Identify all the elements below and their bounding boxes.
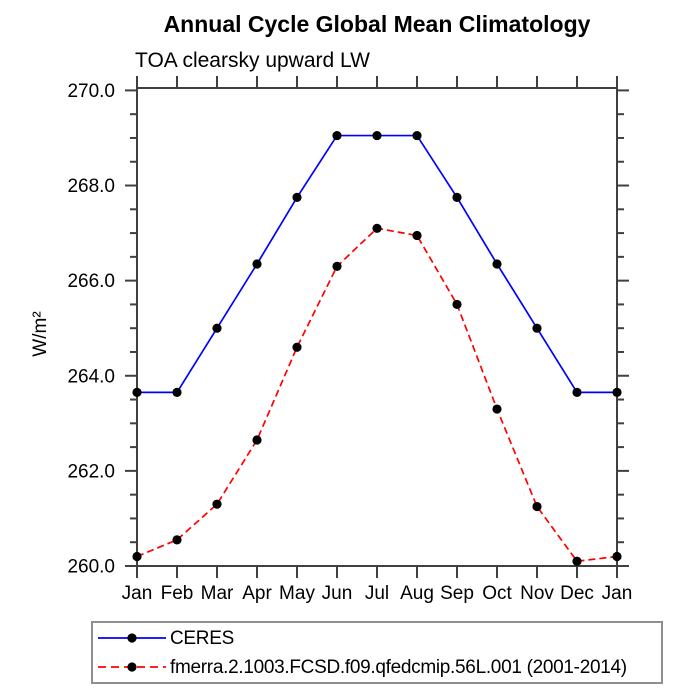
legend-label-ceres: CERES: [170, 627, 234, 649]
legend-line-sample-fmerra: [98, 662, 166, 672]
ceres-marker: [212, 323, 222, 333]
ceres-marker: [372, 130, 382, 141]
legend-line-sample-ceres: [98, 633, 166, 643]
chart-subtitle: TOA clearsky upward LW: [135, 49, 370, 72]
ceres-marker: [572, 387, 582, 398]
fmerra-marker: [132, 551, 142, 562]
y-tick-label: 262.0: [67, 461, 115, 482]
ceres-marker: [172, 387, 182, 398]
chart-title: Annual Cycle Global Mean Climatology: [163, 11, 591, 37]
y-tick-label: 260.0: [67, 557, 115, 578]
fmerra-marker: [612, 551, 622, 562]
x-tick-label: Nov: [520, 583, 554, 604]
fmerra-marker: [172, 535, 182, 545]
legend: CERES fmerra.2.1003.FCSD.f09.qfedcmip.56…: [91, 621, 663, 684]
legend-marker-fmerra-icon: [127, 662, 137, 672]
fmerra-marker: [452, 299, 462, 310]
ceres-marker: [292, 192, 302, 203]
legend-item-fmerra: fmerra.2.1003.FCSD.f09.qfedcmip.56L.001 …: [97, 653, 661, 682]
legend-item-ceres: CERES: [97, 624, 661, 653]
fmerra-marker: [252, 435, 262, 445]
ceres-marker: [252, 259, 262, 269]
legend-label-fmerra: fmerra.2.1003.FCSD.f09.qfedcmip.56L.001 …: [170, 656, 627, 678]
legend-marker-ceres-icon: [127, 633, 137, 643]
fmerra-line: [136, 227, 618, 563]
fmerra-marker: [332, 261, 342, 271]
fmerra-marker: [212, 499, 222, 509]
ceres-line: [137, 134, 617, 394]
x-tick-label: Jan: [122, 583, 153, 604]
y-tick-label: 268.0: [67, 176, 115, 197]
x-tick-label: Jul: [365, 583, 389, 604]
fmerra-marker: [492, 404, 502, 414]
fmerra-marker: [292, 342, 302, 352]
y-tick-label: 270.0: [67, 81, 115, 102]
x-tick-label: Aug: [400, 583, 434, 604]
plot-frame: [136, 87, 618, 567]
y-tick-label: 264.0: [67, 366, 115, 387]
x-tick-label: Jan: [602, 583, 633, 604]
plot-area: Jan Feb Mar Apr May Jun Jul Aug Sep Oct Nov Dec Jan 2…: [30, 76, 633, 604]
fmerra-marker: [532, 501, 542, 512]
x-tick-label: May: [279, 583, 315, 604]
ceres-marker: [412, 130, 422, 141]
ceres-marker: [452, 192, 462, 203]
y-axis-title: W/m²: [30, 311, 51, 356]
x-tick-label: Mar: [201, 583, 234, 604]
ceres-marker: [492, 259, 502, 269]
x-tick-label: Sep: [440, 583, 474, 604]
x-tick-label: Dec: [560, 583, 594, 604]
x-tick-label: Feb: [161, 583, 194, 604]
fmerra-marker: [572, 556, 582, 566]
ceres-marker: [332, 130, 342, 141]
x-tick-label: Jun: [322, 583, 353, 604]
ceres-marker: [132, 387, 142, 398]
x-tick-label: Oct: [482, 583, 512, 604]
ceres-marker: [612, 387, 622, 398]
x-tick-label: Apr: [242, 583, 272, 604]
y-tick-label: 266.0: [67, 271, 115, 292]
fmerra-marker: [372, 223, 382, 233]
ceres-marker: [532, 323, 542, 333]
fmerra-marker: [412, 230, 422, 241]
